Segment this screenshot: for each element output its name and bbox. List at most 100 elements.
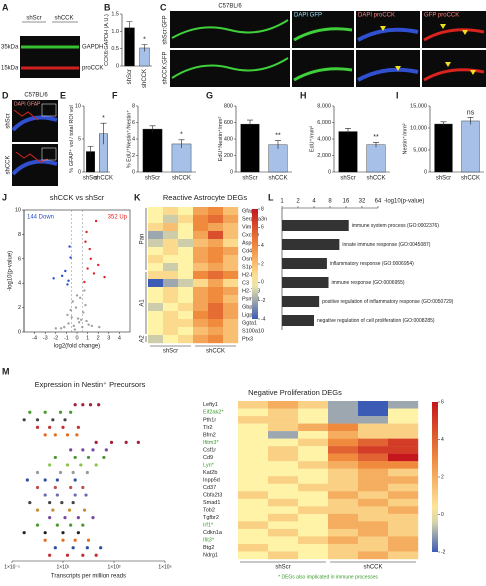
y-tick-label: 200 xyxy=(224,153,233,159)
heat-cell xyxy=(298,506,329,515)
heat-cell xyxy=(298,468,329,477)
point xyxy=(63,516,67,520)
heat-cell xyxy=(208,239,224,248)
marker-label: 15kDa xyxy=(1,66,19,72)
heat-cell xyxy=(298,423,329,432)
micrograph xyxy=(422,50,486,87)
texture xyxy=(293,27,353,82)
point xyxy=(66,283,69,286)
x-tick-label: 1×10⁵ xyxy=(158,564,171,570)
heat-cell xyxy=(208,319,224,328)
heat-cell xyxy=(208,247,224,256)
heat-cell xyxy=(298,416,329,424)
y-tick-label: 6,000 xyxy=(317,120,331,126)
heat-cell xyxy=(388,438,419,447)
heat-cell xyxy=(193,279,209,288)
point xyxy=(81,485,85,490)
y-tick-label: 6 xyxy=(18,256,21,262)
heat-cell xyxy=(178,271,194,280)
x-tick-label: shScr xyxy=(340,176,355,182)
point xyxy=(69,256,72,259)
point xyxy=(102,455,106,460)
x-tick-label: 0 xyxy=(75,335,78,341)
heat-cell xyxy=(298,543,329,552)
x-tick-label: -3 xyxy=(43,335,48,341)
row-label: Ndrg1 xyxy=(203,553,218,559)
bar-label: immune system process (GO:0002376) xyxy=(352,223,440,229)
heat-cell xyxy=(268,416,299,424)
heat-cell xyxy=(238,408,269,417)
x-tick-label: shScr xyxy=(145,176,160,182)
point xyxy=(55,493,59,497)
heat-cell xyxy=(268,543,299,552)
point xyxy=(65,553,70,557)
heat-cell xyxy=(163,263,179,272)
point xyxy=(61,538,65,542)
error-bar xyxy=(87,145,94,157)
point xyxy=(90,324,94,328)
heat-cell xyxy=(358,453,389,462)
row-label: Osmr xyxy=(242,256,256,262)
heat-cell xyxy=(163,271,179,280)
heat-cell xyxy=(148,335,164,344)
point xyxy=(76,425,80,429)
heat-cell xyxy=(223,255,239,264)
chart-title: shCCK vs shScr xyxy=(50,193,105,202)
column-label: shScr xyxy=(163,349,178,355)
point xyxy=(35,470,40,475)
bar xyxy=(434,123,453,173)
heat-cell xyxy=(238,536,269,545)
heat-cell xyxy=(223,223,239,232)
heat-cell xyxy=(148,271,164,280)
point xyxy=(58,470,63,475)
point xyxy=(88,403,93,407)
heat-cell xyxy=(328,513,359,522)
bar xyxy=(282,258,327,269)
point xyxy=(55,478,59,482)
point xyxy=(48,500,52,505)
heat-cell xyxy=(178,303,194,312)
heat-cell xyxy=(298,528,329,537)
y-tick-label: 10 xyxy=(15,207,21,213)
texture xyxy=(423,28,485,82)
heat-cell xyxy=(298,513,329,522)
heat-cell xyxy=(223,319,239,328)
heat-cell xyxy=(268,498,299,507)
point xyxy=(85,319,88,323)
point xyxy=(43,410,47,414)
point xyxy=(83,280,86,284)
heat-cell xyxy=(163,279,179,288)
heat-cell xyxy=(268,438,299,447)
colorbar xyxy=(432,402,438,552)
point xyxy=(77,321,81,324)
heat-cell xyxy=(388,528,419,537)
point xyxy=(94,553,98,557)
y-tick-label: 0 xyxy=(116,63,119,69)
point xyxy=(81,403,85,407)
heat-cell xyxy=(268,521,299,530)
heat-cell xyxy=(178,327,194,336)
heat-cell xyxy=(208,215,224,224)
significance: ns xyxy=(467,109,475,116)
threshold xyxy=(71,210,83,332)
heat-cell xyxy=(193,223,209,232)
heat-cell xyxy=(328,431,359,439)
channel-label: DAPI GFAP xyxy=(14,101,41,107)
heat-cell xyxy=(328,408,359,417)
texture xyxy=(11,115,58,176)
heat-cell xyxy=(193,239,209,248)
heat-cell xyxy=(238,506,269,515)
point xyxy=(35,523,40,527)
heat-cell xyxy=(298,491,329,500)
x-axis-label: Transcripts per million reads xyxy=(51,574,126,580)
heat-cell xyxy=(268,431,299,439)
heat-cell xyxy=(328,468,359,477)
point xyxy=(69,523,73,527)
heat-cell xyxy=(328,461,359,469)
point xyxy=(51,418,55,422)
heat-cell xyxy=(298,453,329,462)
point xyxy=(71,500,75,505)
heat-cell xyxy=(268,461,299,469)
heat-cell xyxy=(193,207,209,216)
heat-cell xyxy=(208,335,224,344)
